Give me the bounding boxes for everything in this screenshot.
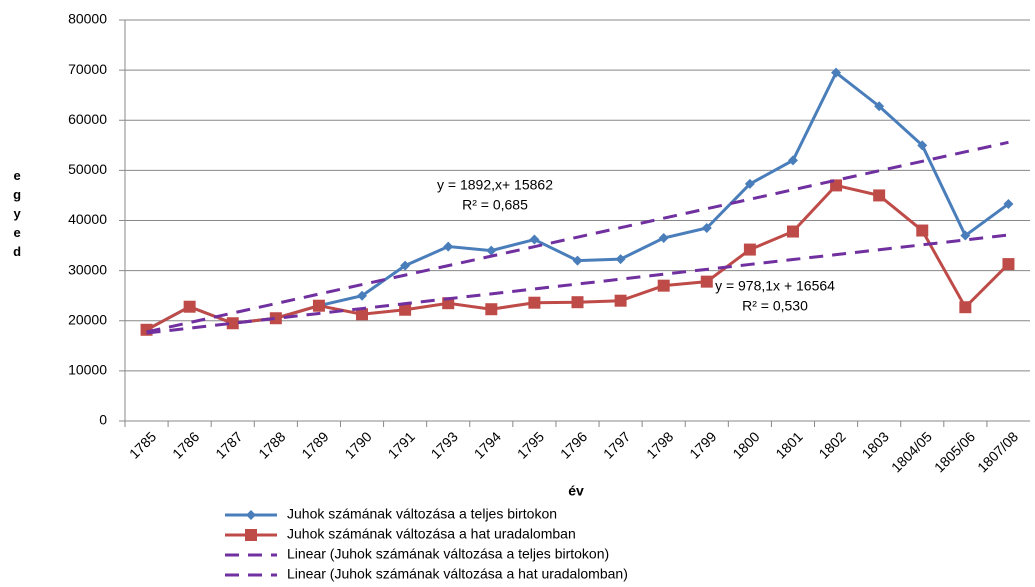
point: [443, 241, 454, 252]
point: [572, 255, 583, 266]
y-axis-label: egyed: [10, 168, 25, 263]
point: [873, 189, 886, 202]
point: [831, 67, 842, 78]
x-tick-label: 1807/08: [974, 428, 1021, 475]
x-tick-label: 1788: [255, 428, 288, 461]
annotation: R² = 0,530: [742, 298, 808, 314]
point: [787, 155, 798, 166]
x-tick-label: 1790: [341, 428, 374, 461]
x-tick-label: 1795: [514, 428, 547, 461]
x-tick-label: 1791: [385, 428, 418, 461]
point: [1002, 258, 1015, 271]
x-tick-label: 1785: [126, 428, 159, 461]
x-tick-label: 1802: [815, 428, 848, 461]
point: [486, 245, 497, 256]
x-tick-label: 1793: [428, 428, 461, 461]
x-tick-label: 1800: [729, 428, 762, 461]
x-tick-label: 1804/05: [888, 428, 935, 475]
x-tick-label: 1801: [772, 428, 805, 461]
annotation: y = 978,1x + 16564: [715, 278, 835, 294]
x-tick-label: 1805/06: [931, 428, 978, 475]
point: [614, 294, 627, 307]
trend-line: [146, 233, 1009, 335]
point: [700, 275, 713, 288]
point: [269, 312, 282, 325]
point: [312, 299, 325, 312]
legend-label: Linear (Juhok számának változása a telje…: [287, 546, 609, 562]
x-tick-label: 1798: [643, 428, 676, 461]
x-tick-label: 1797: [600, 428, 633, 461]
legend-marker: [245, 529, 257, 541]
point: [528, 296, 541, 309]
point: [959, 301, 972, 314]
x-tick-label: 1786: [169, 428, 202, 461]
y-tick-label: 40000: [68, 211, 107, 227]
point: [960, 230, 971, 241]
y-tick-label: 60000: [68, 111, 107, 127]
point: [657, 279, 670, 292]
x-axis-label: év: [568, 483, 584, 499]
x-tick-label: 1794: [471, 428, 504, 461]
point: [743, 243, 756, 256]
point: [744, 178, 755, 189]
point: [485, 303, 498, 316]
point: [786, 225, 799, 238]
legend-label: Juhok számának változása a teljes birtok…: [287, 506, 557, 522]
y-tick-label: 80000: [68, 11, 107, 27]
point: [916, 224, 929, 237]
point: [874, 101, 885, 112]
point: [529, 234, 540, 245]
trend-line: [146, 140, 1009, 334]
point: [658, 233, 669, 244]
x-tick-label: 1799: [686, 428, 719, 461]
x-tick-label: 1787: [212, 428, 245, 461]
point: [399, 303, 412, 316]
point: [571, 296, 584, 309]
point: [356, 308, 369, 321]
y-tick-label: 70000: [68, 61, 107, 77]
y-tick-label: 20000: [68, 311, 107, 327]
x-tick-label: 1803: [859, 428, 892, 461]
point: [400, 260, 411, 271]
annotation: y = 1892,x+ 15862: [437, 177, 553, 193]
y-tick-label: 10000: [68, 362, 107, 378]
x-tick-label: 1796: [557, 428, 590, 461]
y-tick-label: 0: [99, 412, 107, 428]
point: [615, 254, 626, 265]
legend-marker: [246, 510, 256, 520]
legend-label: Juhok számának változása a hat uradalomb…: [287, 526, 576, 542]
y-tick-label: 50000: [68, 161, 107, 177]
annotation: R² = 0,685: [462, 197, 528, 213]
point: [1003, 198, 1014, 209]
point: [226, 317, 239, 330]
y-tick-label: 30000: [68, 261, 107, 277]
point: [701, 223, 712, 234]
point: [357, 290, 368, 301]
x-tick-label: 1789: [298, 428, 331, 461]
legend-label: Linear (Juhok számának változása a hat u…: [287, 566, 628, 582]
point: [917, 140, 928, 151]
point: [183, 300, 196, 313]
